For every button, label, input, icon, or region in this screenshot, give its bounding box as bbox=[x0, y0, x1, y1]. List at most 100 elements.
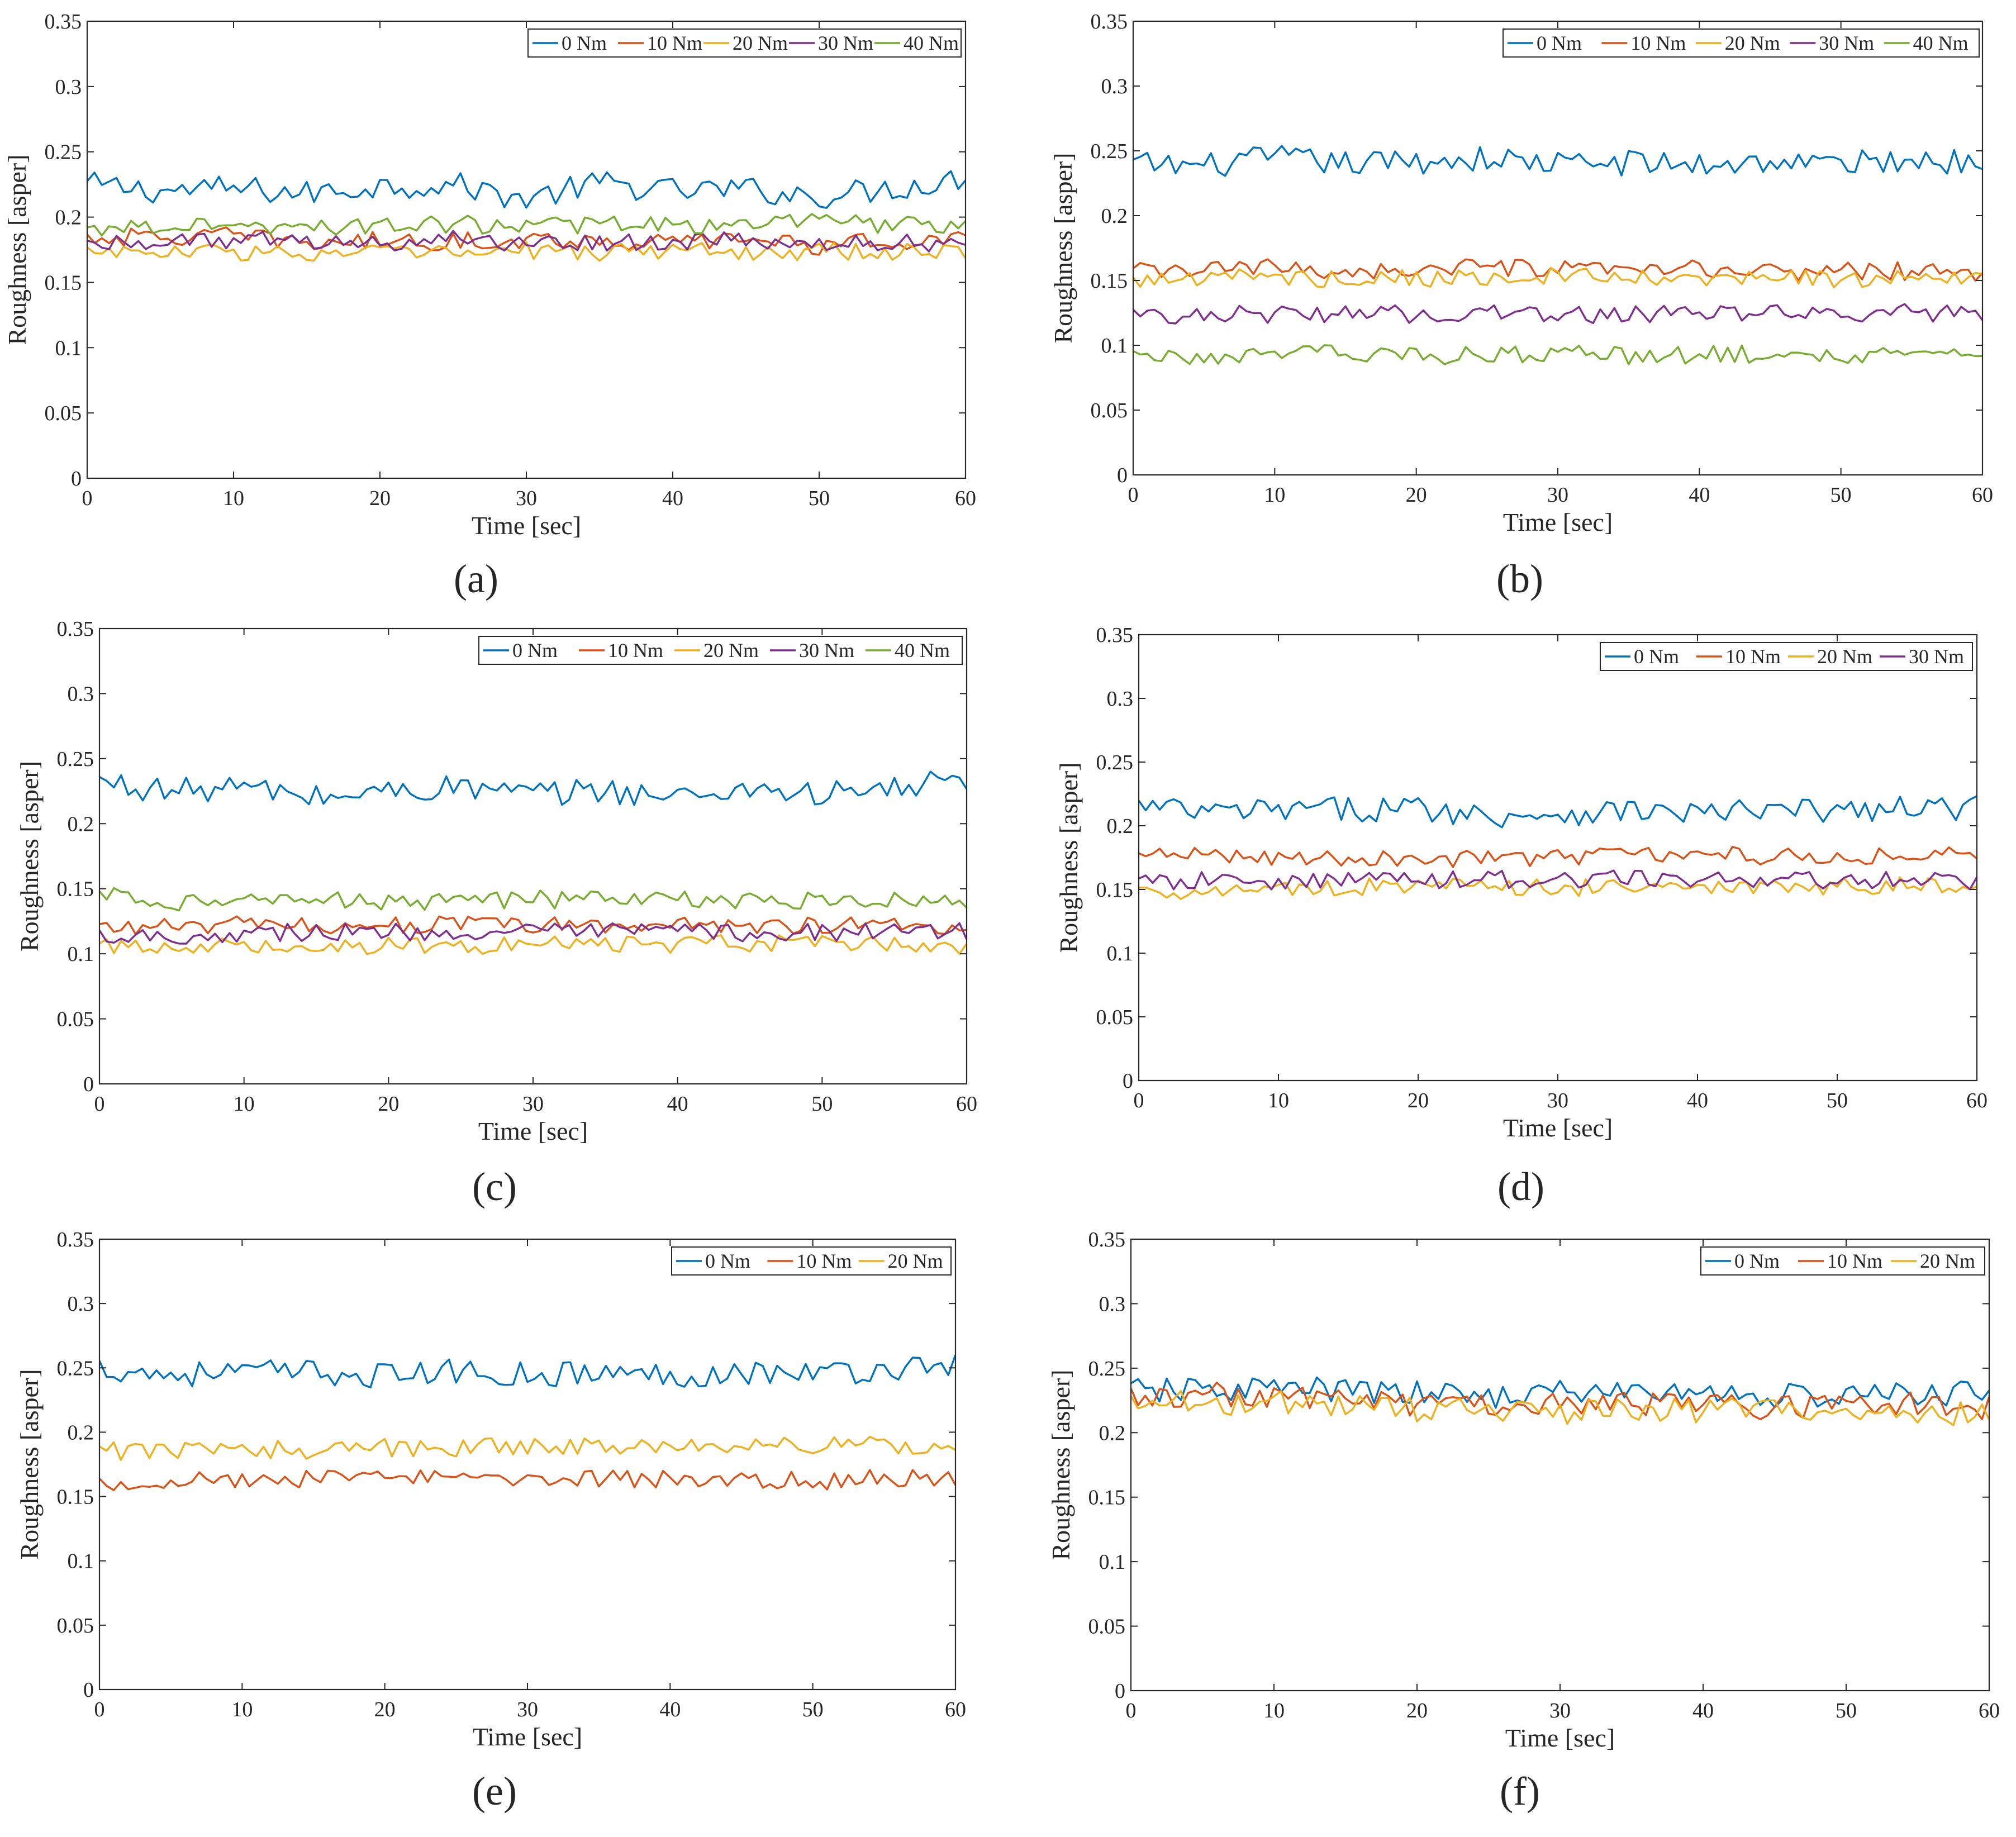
plot-area-frame bbox=[98, 1238, 957, 1691]
x-tick-label: 0 bbox=[94, 1092, 105, 1116]
y-tick-label: 0.25 bbox=[57, 1357, 94, 1380]
x-tick-label: 60 bbox=[956, 1092, 977, 1116]
x-tick-label: 10 bbox=[231, 1698, 253, 1721]
plot-area-frame bbox=[1132, 20, 1984, 476]
y-tick-label: 0.25 bbox=[57, 748, 94, 771]
y-tick-label: 0.35 bbox=[1091, 10, 1128, 34]
y-tick-label: 0.15 bbox=[57, 1486, 94, 1509]
series-line-0-nm bbox=[1131, 1376, 1989, 1409]
y-tick-label: 0.3 bbox=[68, 1292, 94, 1316]
series-group bbox=[1139, 795, 1977, 900]
panel-label: (e) bbox=[472, 1769, 517, 1814]
x-tick-label: 0 bbox=[1128, 483, 1139, 507]
x-tick-label: 10 bbox=[1268, 1089, 1289, 1112]
series-line-10-nm bbox=[1131, 1381, 1989, 1420]
legend-label: 0 Nm bbox=[1634, 645, 1679, 668]
y-tick-label: 0.2 bbox=[1101, 204, 1128, 228]
y-tick-label: 0.3 bbox=[1099, 1292, 1126, 1316]
panel-label: (c) bbox=[472, 1164, 517, 1209]
series-line-20-nm bbox=[1131, 1389, 1989, 1426]
y-tick-label: 0.1 bbox=[55, 336, 82, 360]
y-tick-label: 0.3 bbox=[1107, 687, 1134, 711]
y-tick-label: 0.15 bbox=[1096, 878, 1134, 902]
x-axis-label: Time [sec] bbox=[473, 1722, 582, 1751]
legend: 0 Nm 10 Nm 20 Nm bbox=[1700, 1246, 1985, 1276]
legend: 0 Nm 10 Nm 20 Nm 30 Nm 40 Nm bbox=[1503, 28, 1980, 58]
chart-panel-f: 0 0.05 0.1 0.15 0.2 0.25 0.3 0.35 0 10 20 30 40 50 60 T… bbox=[1047, 1228, 2000, 1814]
legend-label: 30 Nm bbox=[799, 639, 854, 661]
plot-area-frame bbox=[1138, 634, 1978, 1082]
legend-label: 20 Nm bbox=[888, 1250, 943, 1272]
x-tick-label: 30 bbox=[1549, 1699, 1571, 1722]
panel-label: (a) bbox=[454, 556, 498, 601]
legend-label: 10 Nm bbox=[1827, 1250, 1882, 1272]
series-line-0-nm bbox=[99, 770, 967, 806]
y-tick-label: 0.3 bbox=[1101, 75, 1128, 98]
x-tick-label: 60 bbox=[955, 487, 976, 510]
series-group bbox=[99, 1354, 955, 1491]
y-tick-label: 0.15 bbox=[1088, 1486, 1126, 1510]
x-tick-label: 20 bbox=[1406, 483, 1427, 507]
legend-box bbox=[671, 1246, 952, 1276]
x-tick-label: 20 bbox=[378, 1092, 399, 1116]
legend-label: 30 Nm bbox=[1909, 645, 1964, 668]
x-tick-label: 10 bbox=[223, 487, 244, 510]
x-tick-label: 40 bbox=[1692, 1699, 1714, 1722]
series-group bbox=[1131, 1376, 1989, 1426]
legend-label: 0 Nm bbox=[705, 1250, 750, 1272]
y-tick-label: 0 bbox=[1123, 1069, 1133, 1093]
legend-label: 0 Nm bbox=[512, 639, 558, 661]
series-line-10-nm bbox=[1139, 845, 1977, 868]
legend-label: 30 Nm bbox=[818, 32, 873, 54]
y-tick-label: 0.2 bbox=[1107, 815, 1134, 838]
y-axis-label: Roughness [asper] bbox=[1049, 153, 1077, 343]
legend-label: 10 Nm bbox=[608, 639, 663, 661]
x-axis-label: Time [sec] bbox=[478, 1117, 588, 1145]
legend: 0 Nm 10 Nm 20 Nm 30 Nm 40 Nm bbox=[478, 636, 963, 665]
legend-label: 20 Nm bbox=[703, 639, 759, 661]
series-group bbox=[1133, 145, 1982, 365]
plot-area-frame bbox=[86, 20, 967, 479]
legend-label: 20 Nm bbox=[733, 32, 788, 54]
x-tick-label: 30 bbox=[516, 487, 537, 510]
legend-label: 40 Nm bbox=[895, 639, 950, 661]
legend-box bbox=[1600, 642, 1973, 671]
y-tick-label: 0.25 bbox=[1096, 751, 1134, 774]
series-line-10-nm bbox=[87, 226, 966, 256]
series-line-20-nm bbox=[99, 934, 967, 955]
y-tick-label: 0.35 bbox=[57, 1228, 94, 1251]
series-group bbox=[87, 170, 966, 262]
x-tick-label: 0 bbox=[1134, 1089, 1144, 1112]
panel-label: (f) bbox=[1500, 1769, 1540, 1814]
plot-area-frame bbox=[1130, 1238, 1990, 1692]
x-tick-label: 60 bbox=[945, 1698, 966, 1721]
x-tick-label: 0 bbox=[82, 487, 93, 510]
legend-label: 30 Nm bbox=[1819, 32, 1874, 54]
y-axis-label: Roughness [asper] bbox=[3, 154, 31, 345]
y-tick-label: 0.2 bbox=[68, 812, 94, 836]
y-axis-label: Roughness [asper] bbox=[1047, 1369, 1075, 1560]
x-tick-label: 40 bbox=[667, 1092, 688, 1116]
y-tick-label: 0.35 bbox=[1088, 1228, 1126, 1251]
y-tick-label: 0.2 bbox=[55, 206, 82, 230]
legend-label: 20 Nm bbox=[1920, 1250, 1975, 1272]
series-line-20-nm bbox=[87, 241, 966, 262]
x-tick-label: 0 bbox=[94, 1698, 105, 1721]
legend-label: 40 Nm bbox=[1913, 32, 1969, 54]
series-line-10-nm bbox=[1133, 258, 1982, 282]
y-tick-label: 0.1 bbox=[68, 1550, 94, 1573]
y-tick-label: 0.25 bbox=[1091, 140, 1128, 163]
panel-label: (b) bbox=[1496, 556, 1543, 601]
y-tick-label: 0.2 bbox=[68, 1421, 94, 1444]
y-tick-label: 0.35 bbox=[57, 617, 94, 641]
y-tick-label: 0.05 bbox=[57, 1614, 94, 1638]
y-tick-label: 0.2 bbox=[1099, 1421, 1126, 1445]
legend-label: 0 Nm bbox=[1537, 32, 1582, 54]
series-line-10-nm bbox=[99, 915, 967, 935]
x-axis-label: Time [sec] bbox=[1505, 1724, 1615, 1752]
x-tick-label: 30 bbox=[522, 1092, 544, 1116]
legend-label: 20 Nm bbox=[1725, 32, 1780, 54]
y-tick-label: 0.3 bbox=[55, 75, 82, 99]
legend-box bbox=[1700, 1246, 1985, 1276]
